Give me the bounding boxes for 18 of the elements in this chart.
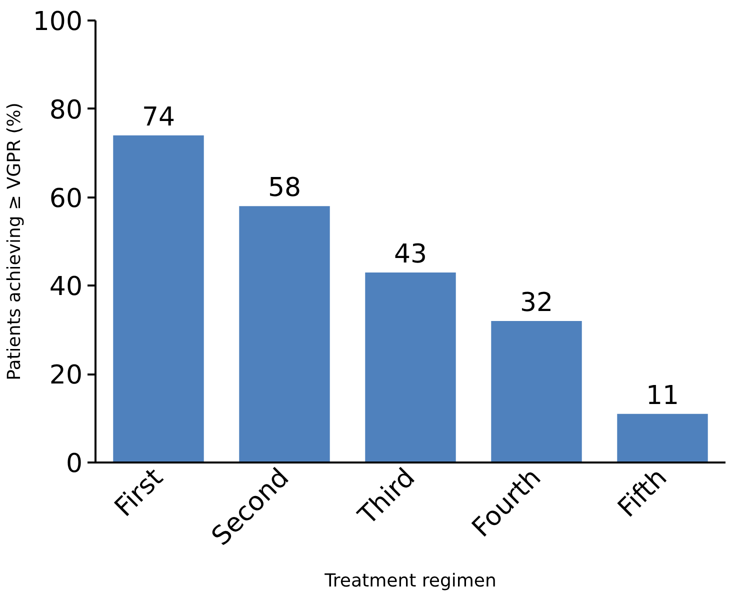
bar bbox=[113, 135, 204, 462]
y-tick-label: 40 bbox=[49, 272, 83, 302]
bar bbox=[365, 272, 456, 462]
y-axis-title: Patients achieving ≥ VGPR (%) bbox=[4, 102, 25, 380]
y-tick-label: 80 bbox=[49, 95, 83, 126]
y-tick-label: 0 bbox=[66, 449, 83, 479]
y-tick-label: 20 bbox=[49, 360, 83, 391]
data-label: 43 bbox=[394, 239, 428, 270]
y-tick-label: 100 bbox=[32, 7, 83, 37]
bar bbox=[239, 206, 330, 462]
data-label: 74 bbox=[142, 102, 176, 132]
data-label: 11 bbox=[646, 380, 680, 411]
data-label: 32 bbox=[520, 288, 554, 318]
data-label: 58 bbox=[268, 173, 302, 204]
x-axis-title: Treatment regimen bbox=[324, 570, 496, 592]
y-tick-label: 60 bbox=[49, 184, 83, 214]
bar bbox=[491, 321, 582, 462]
bar bbox=[617, 414, 708, 462]
